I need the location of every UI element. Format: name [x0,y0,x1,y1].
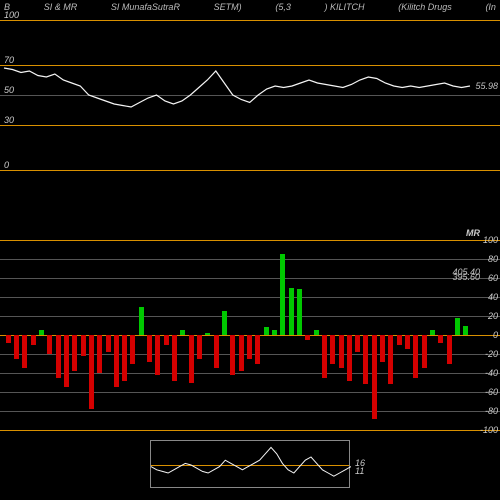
mr-bar [430,330,435,335]
y-axis-label: 100 [4,10,19,20]
mr-bar [22,335,27,368]
mr-bar [139,307,144,336]
header-item: (5,3 [275,2,291,12]
mr-bar [230,335,235,375]
y-axis-label: 100 [483,235,498,245]
header-item: ) KILITCH [325,2,365,12]
mr-bar [222,311,227,335]
mr-bar [180,330,185,335]
mr-bar [97,335,102,373]
mr-bar [264,327,269,335]
mr-bar [189,335,194,383]
mr-bar [130,335,135,364]
mr-bar [380,335,385,362]
mr-bar [447,335,452,364]
mr-bar [122,335,127,381]
mr-bar [372,335,377,419]
mr-bar [239,335,244,371]
y-axis-label: 40 [488,292,498,302]
header-item: SETM) [214,2,242,12]
si-line-chart [0,20,500,170]
mr-bar [330,335,335,364]
header-item: SI MunafaSutraR [111,2,180,12]
mr-bar [438,335,443,343]
mr-bar [172,335,177,381]
mr-bar [422,335,427,368]
gridline [0,297,500,298]
y-axis-label: 60 [488,273,498,283]
mr-bar [272,330,277,335]
y-axis-label: -80 [485,406,498,416]
mr-bar [413,335,418,378]
mr-bar [81,335,86,356]
y-axis-label: -40 [485,368,498,378]
mr-bar [47,335,52,354]
gridline [0,392,500,393]
mr-bar [6,335,11,343]
gridline [0,411,500,412]
mr-bar [297,289,302,335]
mr-bar [339,335,344,368]
gridline [0,430,500,431]
mr-bar [397,335,402,345]
si-oscillator-panel: 100705030055.98 [0,20,500,170]
mr-bar [14,335,19,359]
mr-bar [388,335,393,384]
mr-bar [205,333,210,335]
y-axis-label: 0 [493,330,498,340]
mr-bar [164,335,169,345]
mr-bar [39,330,44,335]
mr-bar [289,288,294,336]
header-item: SI & MR [44,2,78,12]
mr-bar [155,335,160,375]
gridline [0,170,500,171]
gridline [0,373,500,374]
mr-bar [56,335,61,378]
gridline [0,259,500,260]
mr-bar [64,335,69,387]
current-value-tag: 55.98 [475,81,498,91]
header-item: (In [485,2,496,12]
gridline [0,278,500,279]
mr-bar [72,335,77,371]
mr-bar [89,335,94,409]
mr-bar [106,335,111,352]
mr-bar-panel: MR100806040200-20-40-60-80-100405.40395.… [0,240,500,430]
value-tag: 395.60 [452,272,480,282]
mr-bar [114,335,119,387]
mr-bar [255,335,260,364]
mr-bar [31,335,36,345]
mr-bar [347,335,352,381]
mr-bar [280,254,285,335]
mr-bar [322,335,327,378]
y-axis-label: 20 [488,311,498,321]
y-axis-label: -100 [480,425,498,435]
y-axis-label: -60 [485,387,498,397]
mr-bar [147,335,152,362]
panel-label: MR [466,228,480,238]
mr-bar [214,335,219,368]
mr-bar [197,335,202,359]
header-item: (Kilitch Drugs [398,2,452,12]
y-axis-label: -20 [485,349,498,359]
mr-bar [463,326,468,336]
gridline [0,240,500,241]
mr-bar [405,335,410,349]
mr-bar [363,335,368,384]
header-row: B SI & MR SI MunafaSutraR SETM) (5,3 ) K… [0,0,500,14]
mini-axis-label: 16 [355,458,365,468]
mr-bar [355,335,360,352]
gridline [0,316,500,317]
mini-panel: 1116 [150,440,350,488]
mr-bar [305,335,310,340]
mini-line-chart [151,441,351,489]
mr-bar [455,318,460,335]
mr-bar [314,330,319,335]
mr-bar [247,335,252,359]
y-axis-label: 80 [488,254,498,264]
